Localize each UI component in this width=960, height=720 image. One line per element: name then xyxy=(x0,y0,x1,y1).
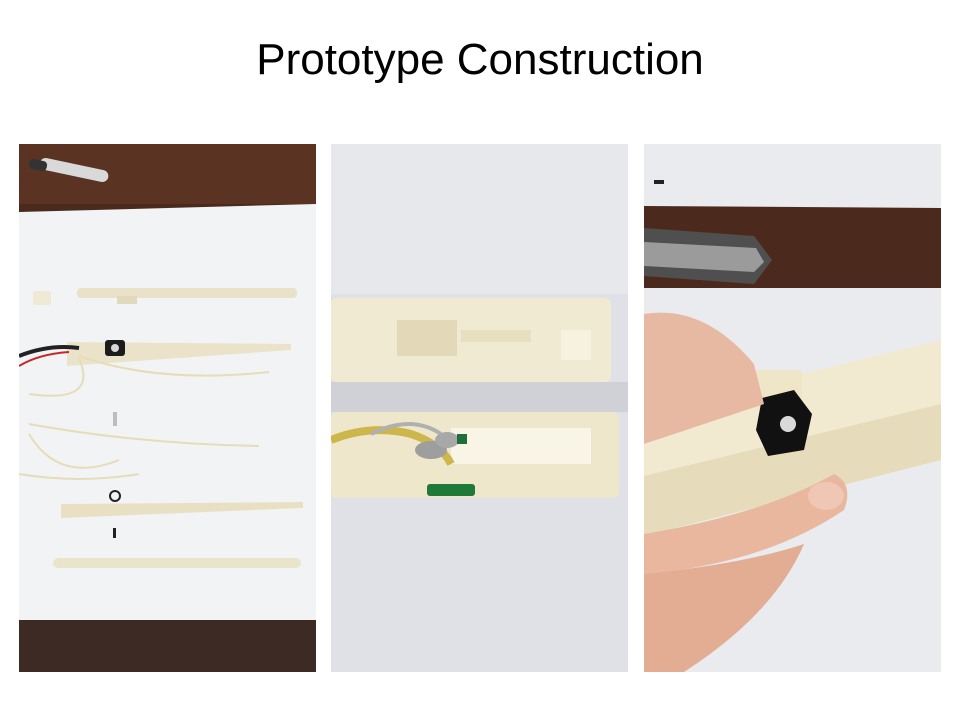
slide-title: Prototype Construction xyxy=(256,35,704,84)
photo-hand-holding-device xyxy=(644,144,941,672)
photo-housing-closeup xyxy=(331,144,628,672)
photo-parts-layout xyxy=(19,144,316,672)
